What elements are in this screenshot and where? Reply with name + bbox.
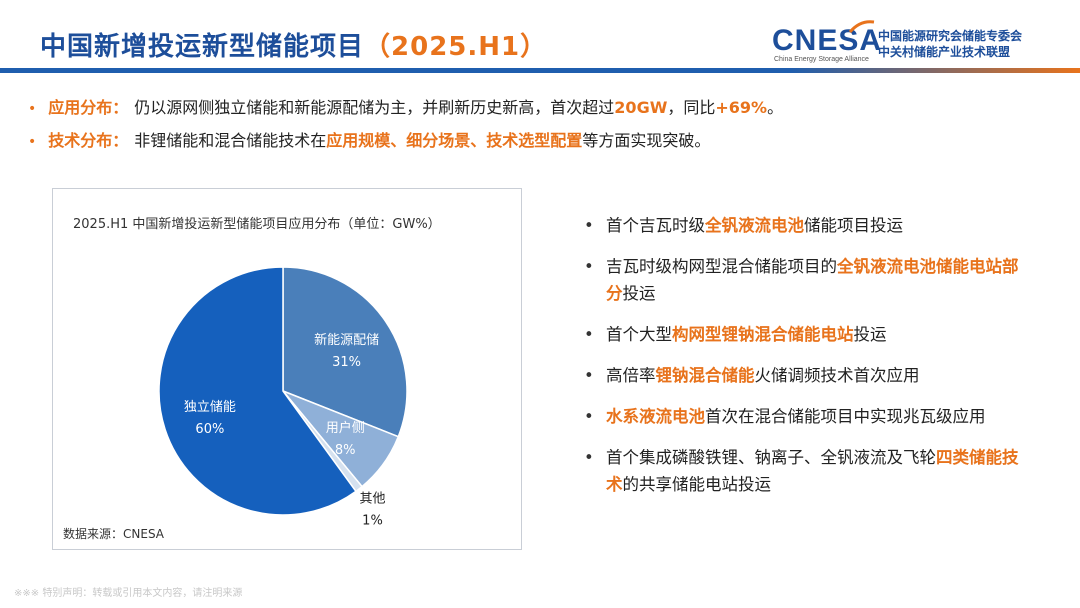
- milestone-text: 吉瓦时级构网型混合储能项目的全钒液流电池储能电站部分投运: [606, 253, 1024, 307]
- milestone-text-part: 吉瓦时级构网型混合储能项目的: [606, 257, 837, 276]
- logo-swoosh-icon: [848, 20, 875, 33]
- chart-source: 数据来源：CNESA: [63, 527, 164, 541]
- summary-highlight-growth: +69%: [715, 98, 768, 117]
- milestone-highlight: 全钒液流电池: [705, 216, 804, 235]
- bullet-icon: •: [28, 134, 37, 150]
- milestone-item: • 水系液流电池首次在混合储能项目中实现兆瓦级应用: [584, 403, 1024, 430]
- milestone-text-part: 首个吉瓦时级: [606, 216, 705, 235]
- bullet-icon: •: [584, 257, 594, 276]
- summary-text: 非锂储能和混合储能技术在: [134, 131, 327, 150]
- pie-slice-3: [158, 266, 357, 516]
- milestone-text-part: 首个大型: [606, 325, 672, 344]
- pie-label-value-3: 60%: [195, 422, 224, 437]
- bullet-icon: •: [584, 366, 594, 385]
- bullet-icon: •: [28, 101, 37, 117]
- page-title-main: 中国新增投运新型储能项目: [40, 32, 365, 62]
- milestone-text-part: 火储调频技术首次应用: [754, 366, 920, 385]
- milestone-text: 首个集成磷酸铁锂、钠离子、全钒液流及飞轮四类储能技术的共享储能电站投运: [606, 444, 1024, 498]
- summary-item-technology: • 技术分布： 非锂储能和混合储能技术在 应用规模、细分场景、技术选型配置 等方面实…: [28, 125, 783, 158]
- summary-text: 。: [767, 98, 784, 117]
- summary-text: 等方面实现突破。: [582, 131, 711, 150]
- logo-subtitle: China Energy Storage Alliance: [774, 56, 869, 63]
- milestone-text-part: 的共享储能电站投运: [622, 475, 772, 494]
- chart-title: 2025.H1 中国新增投运新型储能项目应用分布（单位：GW%）: [73, 217, 441, 232]
- logo-org-line-1: 中国能源研究会储能专委会: [878, 29, 1023, 43]
- pie-label-name-1: 用户侧: [326, 420, 365, 436]
- milestone-text-part: 首次在混合储能项目中实现兆瓦级应用: [705, 407, 986, 426]
- milestone-highlight: 四类储能技术: [606, 448, 1019, 494]
- summary-highlight: 应用规模、细分场景、技术选型配置: [326, 131, 583, 150]
- pie-label-name-0: 新能源配储: [314, 332, 379, 348]
- milestone-item: • 吉瓦时级构网型混合储能项目的全钒液流电池储能电站部分投运: [584, 253, 1024, 307]
- page-title: 中国新增投运新型储能项目（2025.H1）: [40, 26, 547, 63]
- milestone-list: • 首个吉瓦时级全钒液流电池储能项目投运 • 吉瓦时级构网型混合储能项目的全钒液…: [584, 212, 1024, 512]
- milestone-highlight: 构网型锂钠混合储能电站: [672, 325, 854, 344]
- pie-label-value-0: 31%: [332, 355, 361, 370]
- summary-text: 仍以源网侧独立储能和新能源配储为主，并刷新历史新高，首次超过: [134, 98, 615, 117]
- milestone-text: 水系液流电池首次在混合储能项目中实现兆瓦级应用: [606, 403, 986, 430]
- milestone-highlight: 全钒液流电池储能电站部分: [606, 257, 1019, 303]
- summary-key: 应用分布：: [48, 98, 129, 117]
- logo-wordmark: CNESA: [772, 24, 883, 57]
- summary-bullets: • 应用分布： 仍以源网侧独立储能和新能源配储为主，并刷新历史新高，首次超过 20…: [28, 92, 783, 158]
- milestone-text-part: 投运: [853, 325, 887, 344]
- bullet-icon: •: [584, 448, 594, 467]
- pie-label-value-2: 1%: [362, 513, 383, 528]
- milestone-text-part: 储能项目投运: [804, 216, 903, 235]
- header-rule: [0, 68, 1080, 73]
- summary-highlight-capacity: 20GW: [614, 98, 668, 117]
- milestone-text-part: 首个集成磷酸铁锂、钠离子、全钒液流及飞轮: [606, 448, 936, 467]
- pie-label-value-1: 8%: [335, 443, 356, 458]
- milestone-highlight: 水系液流电池: [606, 407, 705, 426]
- summary-item-application: • 应用分布： 仍以源网侧独立储能和新能源配储为主，并刷新历史新高，首次超过 20…: [28, 92, 783, 125]
- pie-chart-card: 2025.H1 中国新增投运新型储能项目应用分布（单位：GW%） 新能源配储 31…: [52, 188, 522, 550]
- cnesa-logo: CNESA China Energy Storage Alliance 中国能源…: [772, 20, 1062, 68]
- milestone-text: 高倍率锂钠混合储能火储调频技术首次应用: [606, 362, 920, 389]
- logo-org-line-2: 中关村储能产业技术联盟: [878, 45, 1011, 59]
- bullet-icon: •: [584, 325, 594, 344]
- page-title-period: （2025.H1）: [364, 32, 548, 62]
- pie-slice-0: [282, 266, 408, 438]
- summary-text: ，同比: [667, 98, 716, 117]
- bullet-icon: •: [584, 407, 594, 426]
- title-bar: 中国新增投运新型储能项目（2025.H1） CNESA China Energy…: [0, 0, 1080, 73]
- milestone-text: 首个大型构网型锂钠混合储能电站投运: [606, 321, 887, 348]
- milestone-text-part: 高倍率: [606, 366, 656, 385]
- milestone-text: 首个吉瓦时级全钒液流电池储能项目投运: [606, 212, 903, 239]
- milestone-item: • 首个吉瓦时级全钒液流电池储能项目投运: [584, 212, 1024, 239]
- pie-label-name-3: 独立储能: [184, 400, 236, 415]
- logo-org-names: 中国能源研究会储能专委会 中关村储能产业技术联盟: [878, 28, 1022, 60]
- milestone-item: • 首个大型构网型锂钠混合储能电站投运: [584, 321, 1024, 348]
- milestone-item: • 高倍率锂钠混合储能火储调频技术首次应用: [584, 362, 1024, 389]
- milestone-text-part: 投运: [622, 284, 656, 303]
- footer-disclaimer: ※※※ 特别声明：转载或引用本文内容，请注明来源: [14, 588, 243, 599]
- summary-key: 技术分布：: [48, 131, 129, 150]
- milestone-highlight: 锂钠混合储能: [655, 366, 755, 385]
- bullet-icon: •: [584, 216, 594, 235]
- milestone-item: • 首个集成磷酸铁锂、钠离子、全钒液流及飞轮四类储能技术的共享储能电站投运: [584, 444, 1024, 498]
- pie-chart: 新能源配储 31% 用户侧 8% 其他 1% 独立储能 60%: [158, 266, 408, 528]
- pie-label-name-2: 其他: [359, 491, 385, 506]
